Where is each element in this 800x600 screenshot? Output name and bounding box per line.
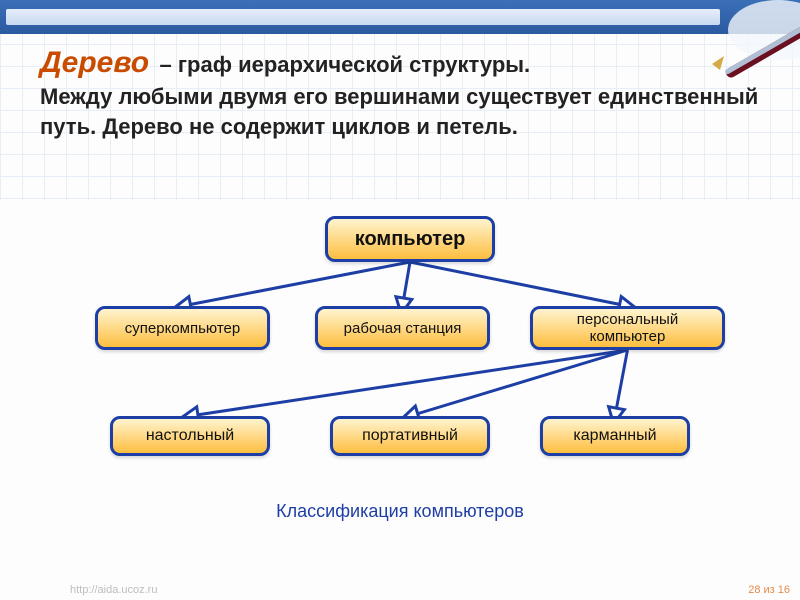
title-block: Дерево – граф иерархической структуры. М… (40, 46, 760, 141)
tree-edge (190, 350, 628, 416)
tree-edge (410, 262, 628, 306)
top-bar-strip (6, 9, 720, 25)
top-bar (0, 0, 800, 34)
tree-edge (403, 262, 411, 306)
slide-content: Дерево – граф иерархической структуры. М… (40, 46, 760, 560)
tree-node-l1: настольный (110, 416, 270, 456)
tree-node-n2: рабочая станция (315, 306, 490, 350)
tree-edge (410, 350, 628, 416)
tree-diagram: Классификация компьютеров компьютерсупер… (40, 216, 760, 516)
footer-url: http://aida.ucoz.ru (70, 584, 157, 596)
tree-node-root: компьютер (325, 216, 495, 262)
tree-edge (615, 350, 628, 416)
body-paragraph: Между любыми двумя его вершинами существ… (40, 82, 760, 141)
title-keyword: Дерево (40, 46, 149, 79)
tree-node-n1: суперкомпьютер (95, 306, 270, 350)
page-number: 28 из 16 (748, 584, 790, 596)
tree-edge (183, 262, 411, 306)
tree-node-n3: персональный компьютер (530, 306, 725, 350)
tree-node-l3: карманный (540, 416, 690, 456)
diagram-caption: Классификация компьютеров (40, 501, 760, 522)
tree-node-l2: портативный (330, 416, 490, 456)
title-definition: – граф иерархической структуры. (160, 52, 531, 77)
